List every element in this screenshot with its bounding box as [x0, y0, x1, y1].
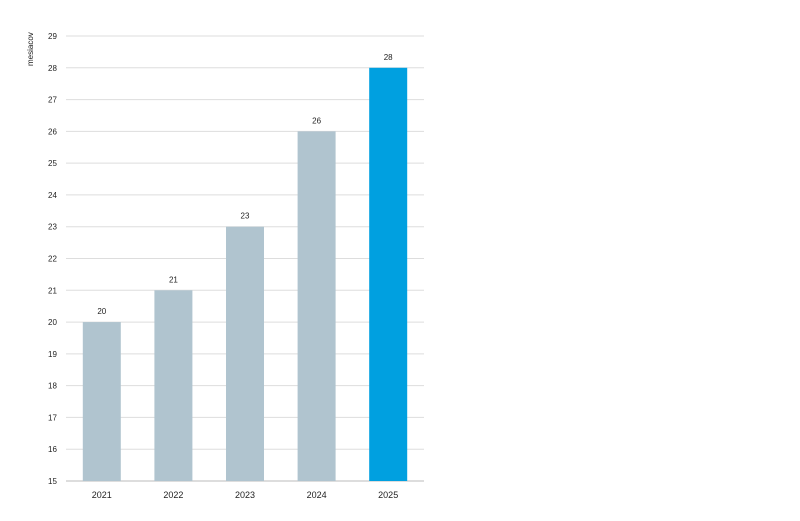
y-tick-label: 17 — [48, 413, 57, 422]
value-label-2021: 20 — [97, 307, 106, 316]
y-tick-label: 23 — [48, 223, 57, 232]
y-tick-label: 19 — [48, 350, 57, 359]
x-axis-ticks: 2021 2022 2023 2024 2025 — [92, 490, 398, 500]
value-label-2022: 21 — [169, 275, 178, 284]
y-tick-label: 25 — [48, 159, 57, 168]
y-tick-label: 28 — [48, 64, 57, 73]
y-tick-label: 20 — [48, 318, 57, 327]
y-tick-label: 26 — [48, 127, 57, 136]
value-labels: 20 21 23 26 28 — [97, 53, 393, 316]
x-tick-label-2025: 2025 — [378, 490, 398, 500]
y-tick-label: 15 — [48, 477, 57, 486]
y-tick-label: 22 — [48, 255, 57, 264]
y-axis-ticks: 15 16 17 18 19 20 21 22 23 24 25 26 27 28 29 — [48, 32, 57, 486]
bars — [82, 67, 408, 482]
x-tick-label-2024: 2024 — [307, 490, 327, 500]
bar-2021 — [82, 322, 121, 481]
y-tick-label: 18 — [48, 382, 57, 391]
x-tick-label-2022: 2022 — [163, 490, 183, 500]
y-tick-label: 21 — [48, 286, 57, 295]
y-tick-label: 27 — [48, 96, 57, 105]
y-tick-label: 29 — [48, 32, 57, 41]
value-label-2024: 26 — [312, 116, 321, 125]
bar-2022 — [154, 290, 193, 481]
bar-2023 — [226, 226, 264, 481]
value-label-2025: 28 — [384, 53, 393, 62]
x-tick-label-2023: 2023 — [235, 490, 255, 500]
y-tick-label: 16 — [48, 445, 57, 454]
y-tick-label: 24 — [48, 191, 57, 200]
bar-2024 — [297, 131, 336, 481]
bar-2025 — [369, 67, 408, 482]
x-tick-label-2021: 2021 — [92, 490, 112, 500]
value-label-2023: 23 — [241, 212, 250, 221]
